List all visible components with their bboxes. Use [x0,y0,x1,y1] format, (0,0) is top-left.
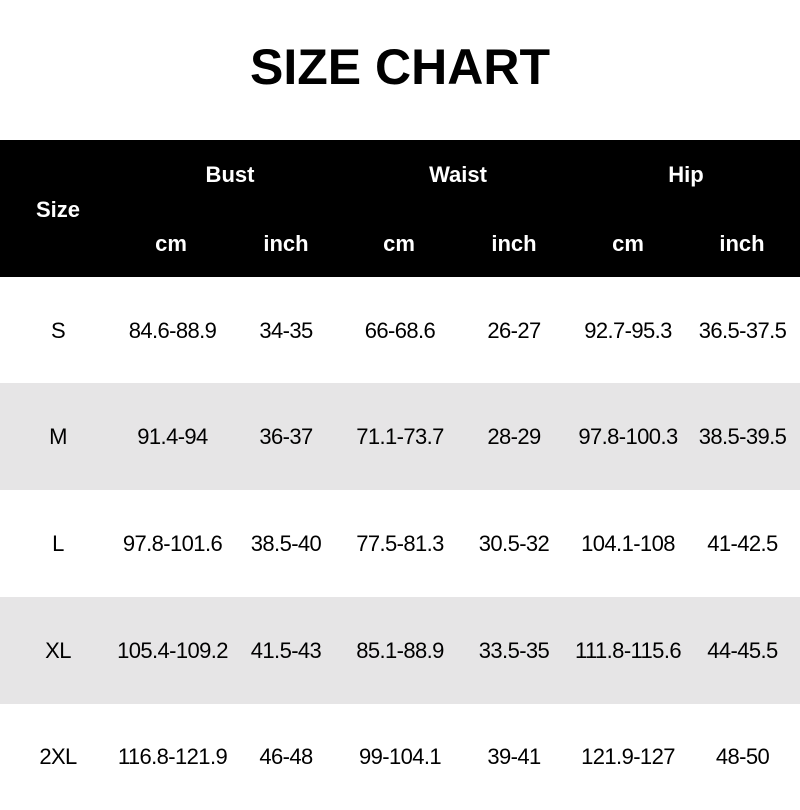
bust-cm-cell: 116.8-121.9 [117,743,228,769]
hip-cm-cell: 121.9-127 [581,743,675,769]
waist-inch-cell: 39-41 [487,743,541,769]
header-hip: Hip [668,162,704,187]
table-row: S 84.6-88.9 34-35 66-68.6 26-27 92.7-95.3 36.5… [0,277,800,384]
size-cell: XL [45,637,71,663]
hip-cm-cell: 104.1-108 [581,530,675,556]
bust-cm-cell: 97.8-101.6 [122,530,223,556]
bust-inch-cell: 38.5-40 [250,530,322,556]
size-cell: S [50,317,66,343]
hip-cm-cell: 111.8-115.6 [575,637,682,663]
bust-inch-cell: 41.5-43 [250,637,322,663]
waist-inch-cell: 33.5-35 [478,637,550,663]
hip-inch-cell: 36.5-37.5 [698,317,787,343]
header-bust-inch: inch [263,231,309,256]
table-row: XL 105.4-109.2 41.5-43 85.1-88.9 33.5-35 111.… [0,597,800,704]
bust-cm-cell: 84.6-88.9 [128,317,217,343]
size-cell: M [49,423,67,449]
page-title: SIZE CHART [250,39,550,95]
waist-inch-cell: 30.5-32 [478,530,550,556]
table-row: L 97.8-101.6 38.5-40 77.5-81.3 30.5-32 104.1-… [0,490,800,597]
header-hip-inch: inch [719,231,765,256]
header-waist-inch: inch [491,231,537,256]
table-row: M 91.4-94 36-37 71.1-73.7 28-29 97.8-100.3 38.… [0,383,800,490]
hip-cm-cell: 92.7-95.3 [584,317,672,343]
hip-inch-cell: 48-50 [715,743,770,769]
waist-inch-cell: 28-29 [487,423,541,449]
waist-cm-cell: 71.1-73.7 [356,423,444,449]
hip-inch-cell: 44-45.5 [707,637,778,663]
header-hip-cm: cm [612,231,644,256]
bust-inch-cell: 36-37 [259,423,313,449]
header-waist: Waist [429,162,487,187]
table-header: Size Bust Waist Hip cm inch cm inch cm i… [0,140,800,277]
bust-inch-cell: 34-35 [259,317,313,343]
size-cell: 2XL [39,743,77,769]
header-bust-cm: cm [155,231,187,256]
waist-cm-cell: 99-104.1 [358,743,442,769]
waist-cm-cell: 85.1-88.9 [356,637,444,663]
hip-inch-cell: 38.5-39.5 [698,423,787,449]
hip-cm-cell: 97.8-100.3 [578,423,678,449]
hip-inch-cell: 41-42.5 [707,530,778,556]
waist-cm-cell: 77.5-81.3 [356,530,444,556]
size-cell: L [52,530,64,556]
header-waist-cm: cm [383,231,415,256]
bust-cm-cell: 105.4-109.2 [117,637,228,663]
bust-cm-cell: 91.4-94 [137,423,208,449]
waist-inch-cell: 26-27 [487,317,541,343]
waist-cm-cell: 66-68.6 [364,317,436,343]
header-bust: Bust [205,162,255,187]
header-size: Size [35,197,81,222]
bust-inch-cell: 46-48 [259,743,313,769]
table-row: 2XL 116.8-121.9 46-48 99-104.1 39-41 121.9-12… [0,703,800,810]
